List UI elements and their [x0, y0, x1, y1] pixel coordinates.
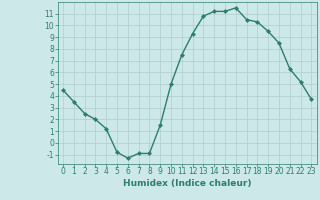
X-axis label: Humidex (Indice chaleur): Humidex (Indice chaleur) [123, 179, 252, 188]
